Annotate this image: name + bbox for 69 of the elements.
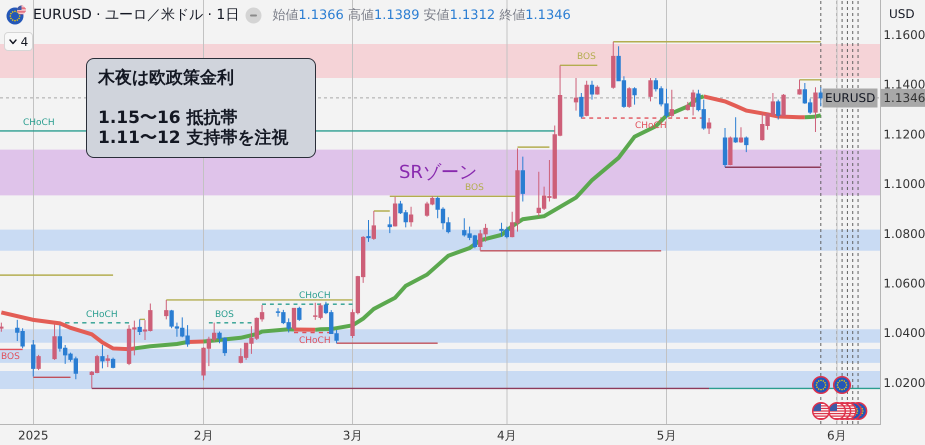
candlestick	[292, 308, 296, 330]
candlestick	[728, 136, 733, 166]
candlestick	[611, 41, 616, 90]
candlestick	[584, 80, 589, 117]
y-tick-label: 1.1600	[883, 28, 925, 42]
candlestick	[392, 196, 398, 228]
x-tick-label: 2025	[18, 428, 49, 442]
y-tick-label: 1.0600	[883, 276, 925, 291]
candlestick	[100, 344, 105, 369]
candlestick	[738, 126, 744, 144]
y-tick-label: 1.1346	[883, 91, 925, 106]
annotation: BOS	[1, 352, 20, 362]
annotation: 木夜は欧政策金利 1.15〜16 抵抗帯 1.11〜12 支持帯を注視	[86, 58, 316, 158]
candlestick	[164, 299, 168, 320]
annotation: CHoCH	[299, 291, 331, 301]
candlestick	[36, 354, 41, 371]
x-tick-label: 4月	[497, 428, 517, 442]
y-tick-label: 1.0400	[883, 326, 925, 340]
candlestick	[388, 216, 392, 234]
candlestick	[366, 219, 371, 242]
candlestick	[520, 156, 525, 202]
candlestick	[632, 86, 637, 106]
candlestick	[110, 357, 116, 369]
y-tick-label: 1.0800	[883, 226, 925, 241]
candlestick	[648, 78, 653, 102]
y-tick-label: 1.1200	[883, 127, 925, 142]
y-tick-label: 1.0200	[883, 376, 925, 390]
annotation: BOS	[215, 310, 234, 320]
x-tick-label: 6月	[826, 428, 847, 442]
candlestick	[52, 324, 57, 360]
text: 始値1.1366 高値1.1389 安値1.1312 終値1.1346	[272, 7, 571, 24]
candlestick	[818, 86, 823, 107]
annotation: BOS	[577, 52, 596, 62]
candlestick	[31, 340, 36, 378]
candlestick	[138, 318, 142, 336]
x-tick-label: 3月	[342, 428, 362, 442]
candlestick	[372, 210, 376, 240]
band-label: SRゾーン	[399, 162, 477, 183]
annotation: CHoCH	[86, 310, 118, 320]
candlestick	[0, 322, 4, 332]
candlestick	[595, 84, 600, 96]
candlestick	[408, 206, 414, 228]
candlestick	[670, 89, 674, 118]
candlestick	[776, 99, 780, 120]
candlestick	[297, 306, 302, 322]
candlestick	[579, 92, 584, 120]
annotation: CHoCH	[299, 336, 331, 346]
candlestick	[706, 118, 712, 134]
y-tick-label: 1.1000	[883, 177, 925, 192]
annotation: CHoCH	[23, 118, 55, 128]
y-axis-title: USD	[889, 7, 915, 21]
candlestick	[590, 80, 594, 100]
candlestick	[574, 78, 578, 112]
candlestick	[813, 86, 818, 132]
candlestick	[744, 136, 748, 153]
y-tick-label: 1.1400	[883, 78, 925, 92]
candlestick	[733, 116, 738, 144]
candlestick	[781, 93, 786, 117]
x-tick-label: 5月	[656, 428, 676, 442]
candlestick	[722, 128, 728, 168]
candlestick	[797, 79, 802, 96]
annotation: BOS	[465, 183, 484, 193]
text: EURUSD · ユーロ／米ドル · 1日	[33, 6, 240, 24]
candlestick	[106, 354, 110, 368]
candlestick	[627, 86, 632, 108]
annotation: 4	[20, 34, 28, 48]
ref-line-label: EURUSD	[825, 91, 876, 105]
candlestick	[169, 309, 174, 329]
x-tick-label: 2月	[194, 428, 214, 442]
